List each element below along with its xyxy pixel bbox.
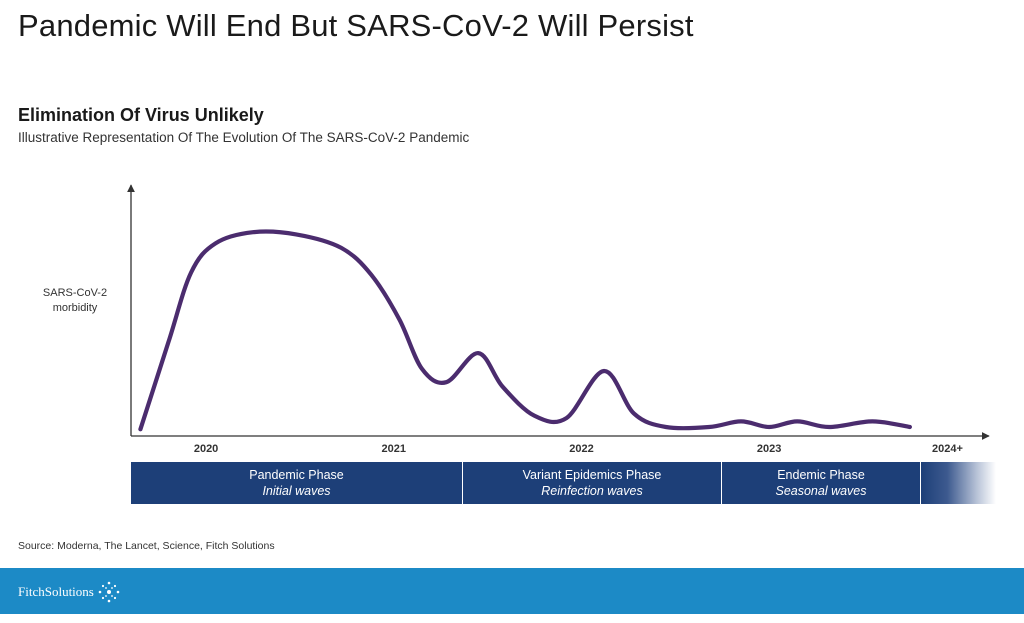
footer-band: FitchSolutions: [0, 568, 1024, 614]
phase-pandemic: Pandemic Phase Initial waves: [131, 462, 462, 504]
source-note: Source: Moderna, The Lancet, Science, Fi…: [18, 540, 275, 552]
phase-description: Seasonal waves: [775, 484, 867, 498]
y-axis-label-line-1: SARS-CoV-2: [43, 287, 107, 299]
x-tick-label: 2022: [569, 443, 593, 455]
fitch-solutions-logo: FitchSolutions: [18, 579, 122, 605]
phase-endemic: Endemic Phase Seasonal waves: [721, 462, 920, 504]
phase-name: Endemic Phase: [777, 468, 865, 482]
y-axis-label-line-2: morbidity: [53, 302, 98, 314]
phase-description: Initial waves: [262, 484, 331, 498]
x-tick-label: 2021: [382, 443, 406, 455]
chart-subtitle: Illustrative Representation Of The Evolu…: [18, 130, 470, 145]
x-tick-label: 2024+: [932, 443, 963, 455]
phase-bar: Pandemic Phase Initial waves Variant Epi…: [131, 462, 996, 504]
phase-name: Pandemic Phase: [249, 468, 344, 482]
x-tick-label: 2023: [757, 443, 781, 455]
morbidity-series-line: [138, 229, 912, 432]
star-burst-icon: [98, 581, 120, 603]
page-title: Pandemic Will End But SARS-CoV-2 Will Pe…: [18, 8, 694, 43]
chart-title: Elimination Of Virus Unlikely: [18, 105, 264, 125]
phase-name: Variant Epidemics Phase: [522, 468, 662, 482]
logo-text: FitchSolutions: [18, 584, 94, 599]
phase-variant-epidemics: Variant Epidemics Phase Reinfection wave…: [462, 462, 721, 504]
phase-continuation-fade: [920, 462, 996, 504]
phase-description: Reinfection waves: [541, 484, 643, 498]
x-tick-label: 2020: [194, 443, 218, 455]
